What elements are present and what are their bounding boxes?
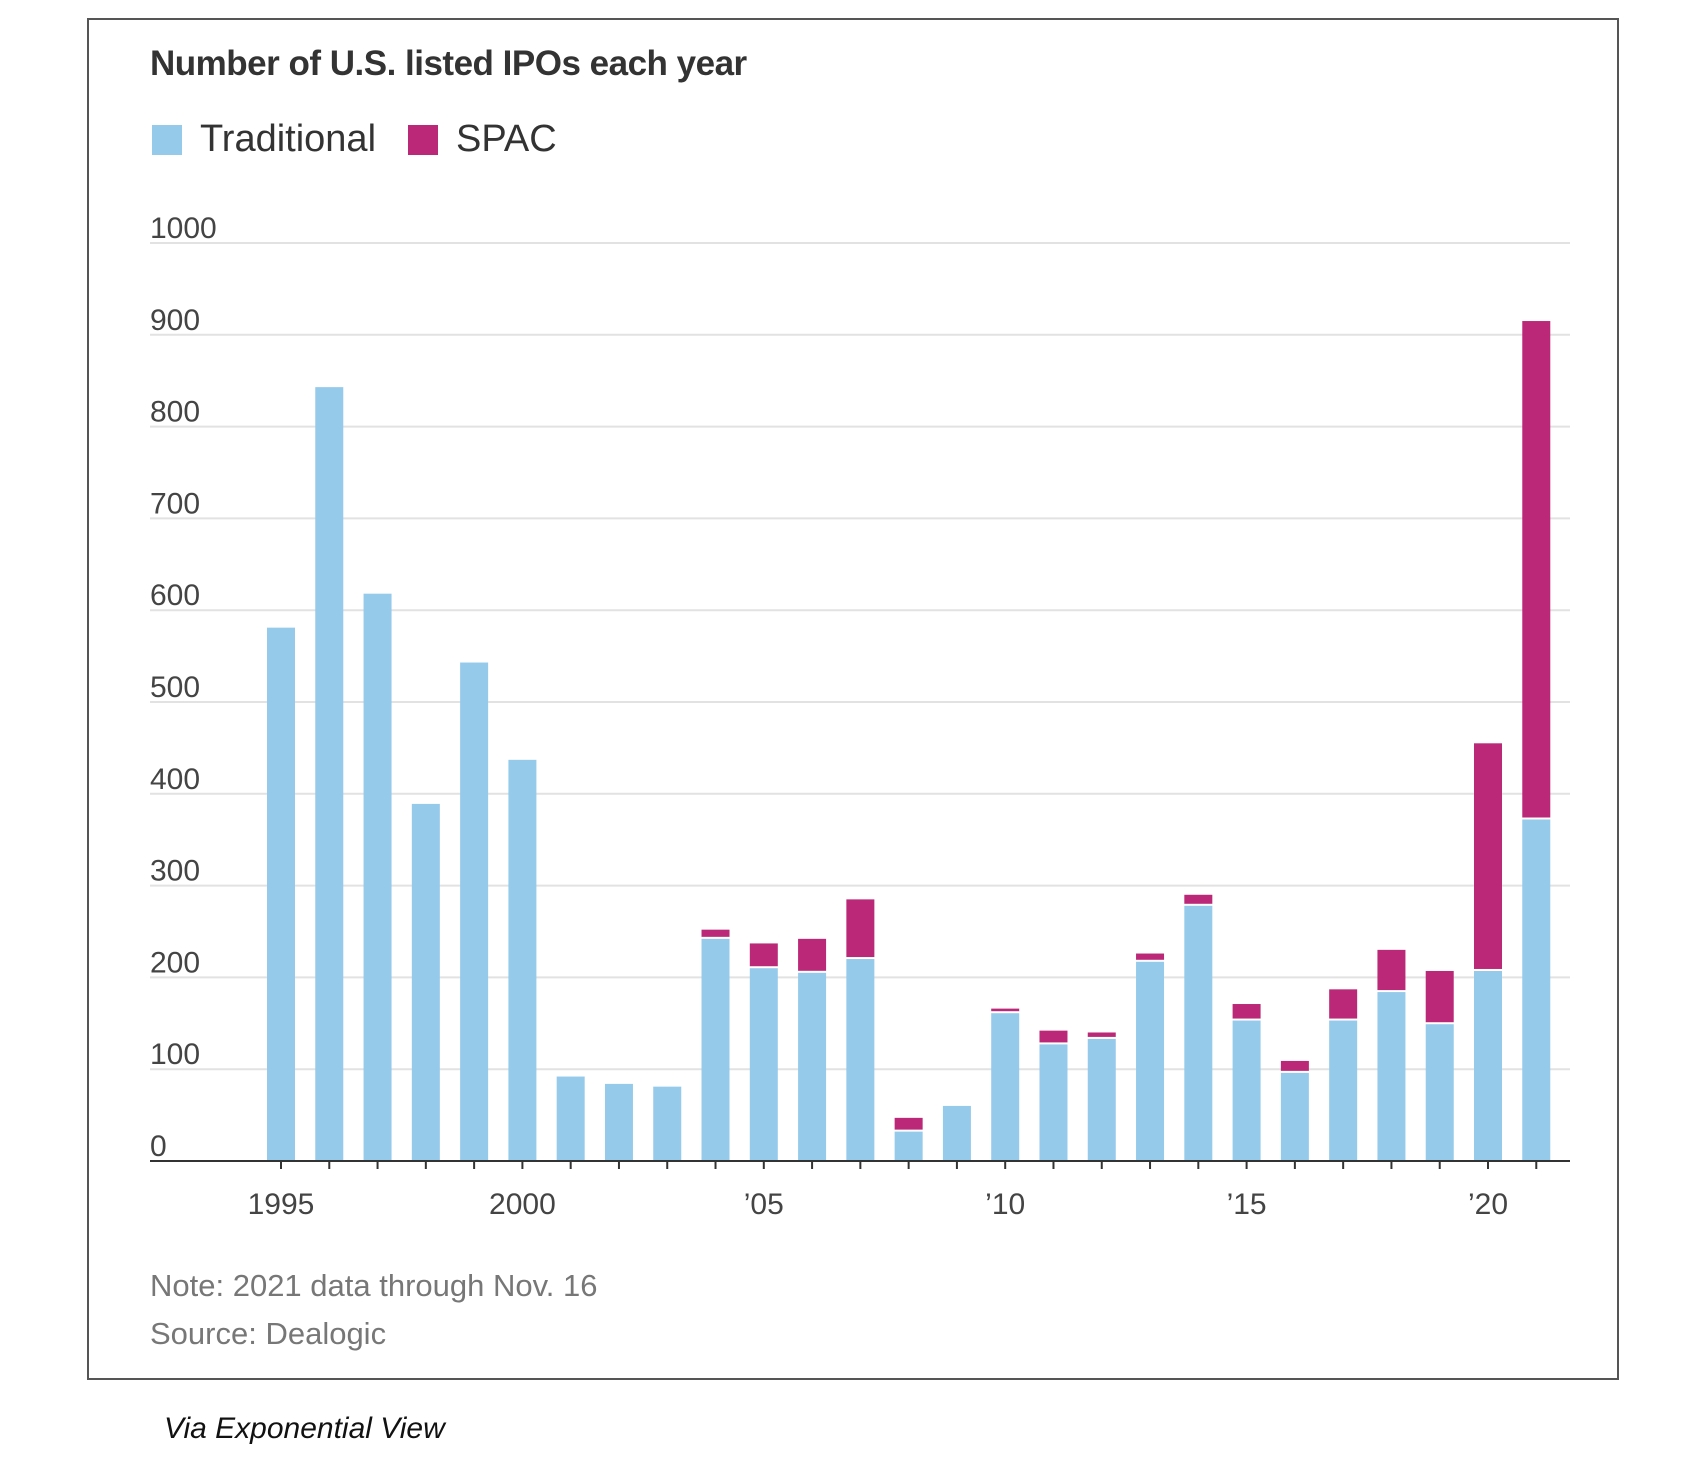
x-tick-label: 2000 — [489, 1188, 556, 1221]
bar-spac-2011 — [1039, 1030, 1068, 1043]
bar-traditional-1998 — [411, 803, 440, 1161]
bar-traditional-2018 — [1377, 992, 1406, 1161]
bar-spac-2015 — [1232, 1004, 1261, 1019]
legend-swatch-spac — [408, 124, 439, 155]
x-tick-label: ’20 — [1468, 1188, 1508, 1221]
legend-label-spac: SPAC — [456, 118, 557, 160]
bar-spac-2005 — [749, 943, 778, 967]
bar-traditional-1999 — [460, 662, 489, 1161]
x-tick-label: ’10 — [985, 1188, 1025, 1221]
bar-spac-2010 — [991, 1008, 1020, 1012]
credit-line: Via Exponential View — [164, 1412, 445, 1445]
bar-traditional-2007 — [846, 959, 875, 1161]
legend-item-spac: SPAC — [408, 118, 557, 161]
bar-spac-2012 — [1087, 1032, 1116, 1037]
bar-spac-2008 — [894, 1117, 923, 1130]
bar-traditional-2003 — [653, 1086, 682, 1161]
bar-traditional-2021 — [1522, 819, 1551, 1161]
bar-traditional-1997 — [363, 593, 392, 1161]
x-tick-label: ’05 — [744, 1188, 784, 1221]
y-tick-label: 100 — [150, 1038, 200, 1071]
legend-item-traditional: Traditional — [152, 118, 376, 161]
y-tick-label: 300 — [150, 855, 200, 888]
bar-traditional-2015 — [1232, 1020, 1261, 1161]
bar-traditional-2016 — [1280, 1072, 1309, 1161]
bar-spac-2020 — [1474, 743, 1502, 969]
bar-spac-2016 — [1280, 1060, 1309, 1071]
y-tick-label: 200 — [150, 946, 200, 979]
y-tick-label: 600 — [150, 579, 200, 612]
y-tick-label: 500 — [150, 671, 200, 704]
bar-spac-2021 — [1522, 321, 1551, 818]
bar-traditional-2006 — [798, 972, 827, 1161]
bar-spac-2007 — [846, 899, 875, 958]
legend: Traditional SPAC — [152, 118, 589, 161]
bar-spac-2014 — [1184, 894, 1213, 904]
bar-traditional-1995 — [267, 627, 295, 1161]
y-tick-label: 400 — [150, 763, 200, 796]
bar-traditional-2014 — [1184, 905, 1213, 1161]
bar-spac-2018 — [1377, 949, 1406, 991]
bar-spac-2004 — [701, 929, 730, 937]
y-tick-label: 900 — [150, 304, 200, 337]
bar-traditional-2005 — [749, 968, 778, 1161]
bar-traditional-2001 — [556, 1076, 585, 1161]
legend-swatch-traditional — [152, 124, 182, 155]
bar-spac-2013 — [1136, 953, 1165, 960]
bar-traditional-2011 — [1039, 1044, 1068, 1161]
y-tick-label: 1000 — [150, 212, 217, 245]
bar-traditional-2012 — [1087, 1038, 1116, 1161]
bar-spac-2019 — [1425, 970, 1454, 1023]
bar-spac-2017 — [1329, 989, 1358, 1019]
bar-traditional-1996 — [315, 387, 344, 1162]
bar-traditional-2004 — [701, 938, 730, 1161]
bar-traditional-2013 — [1136, 961, 1165, 1161]
chart-title: Number of U.S. listed IPOs each year — [150, 44, 747, 83]
chart-source: Source: Dealogic — [150, 1316, 387, 1351]
x-tick-label: ’15 — [1227, 1188, 1267, 1221]
legend-label-traditional: Traditional — [200, 118, 377, 160]
chart-note: Note: 2021 data through Nov. 16 — [150, 1268, 598, 1303]
bar-traditional-2019 — [1425, 1024, 1454, 1161]
bar-traditional-2000 — [508, 759, 537, 1161]
x-tick-label: 1995 — [248, 1188, 315, 1221]
y-tick-label: 700 — [150, 487, 200, 520]
bar-traditional-2002 — [604, 1083, 633, 1161]
bar-spac-2006 — [798, 938, 827, 971]
bar-traditional-2009 — [942, 1105, 971, 1161]
bar-traditional-2010 — [991, 1013, 1020, 1161]
bar-traditional-2008 — [894, 1131, 923, 1161]
y-tick-label: 800 — [150, 396, 200, 429]
bar-traditional-2020 — [1474, 970, 1502, 1161]
y-tick-label: 0 — [150, 1130, 167, 1163]
bar-traditional-2017 — [1329, 1020, 1358, 1161]
